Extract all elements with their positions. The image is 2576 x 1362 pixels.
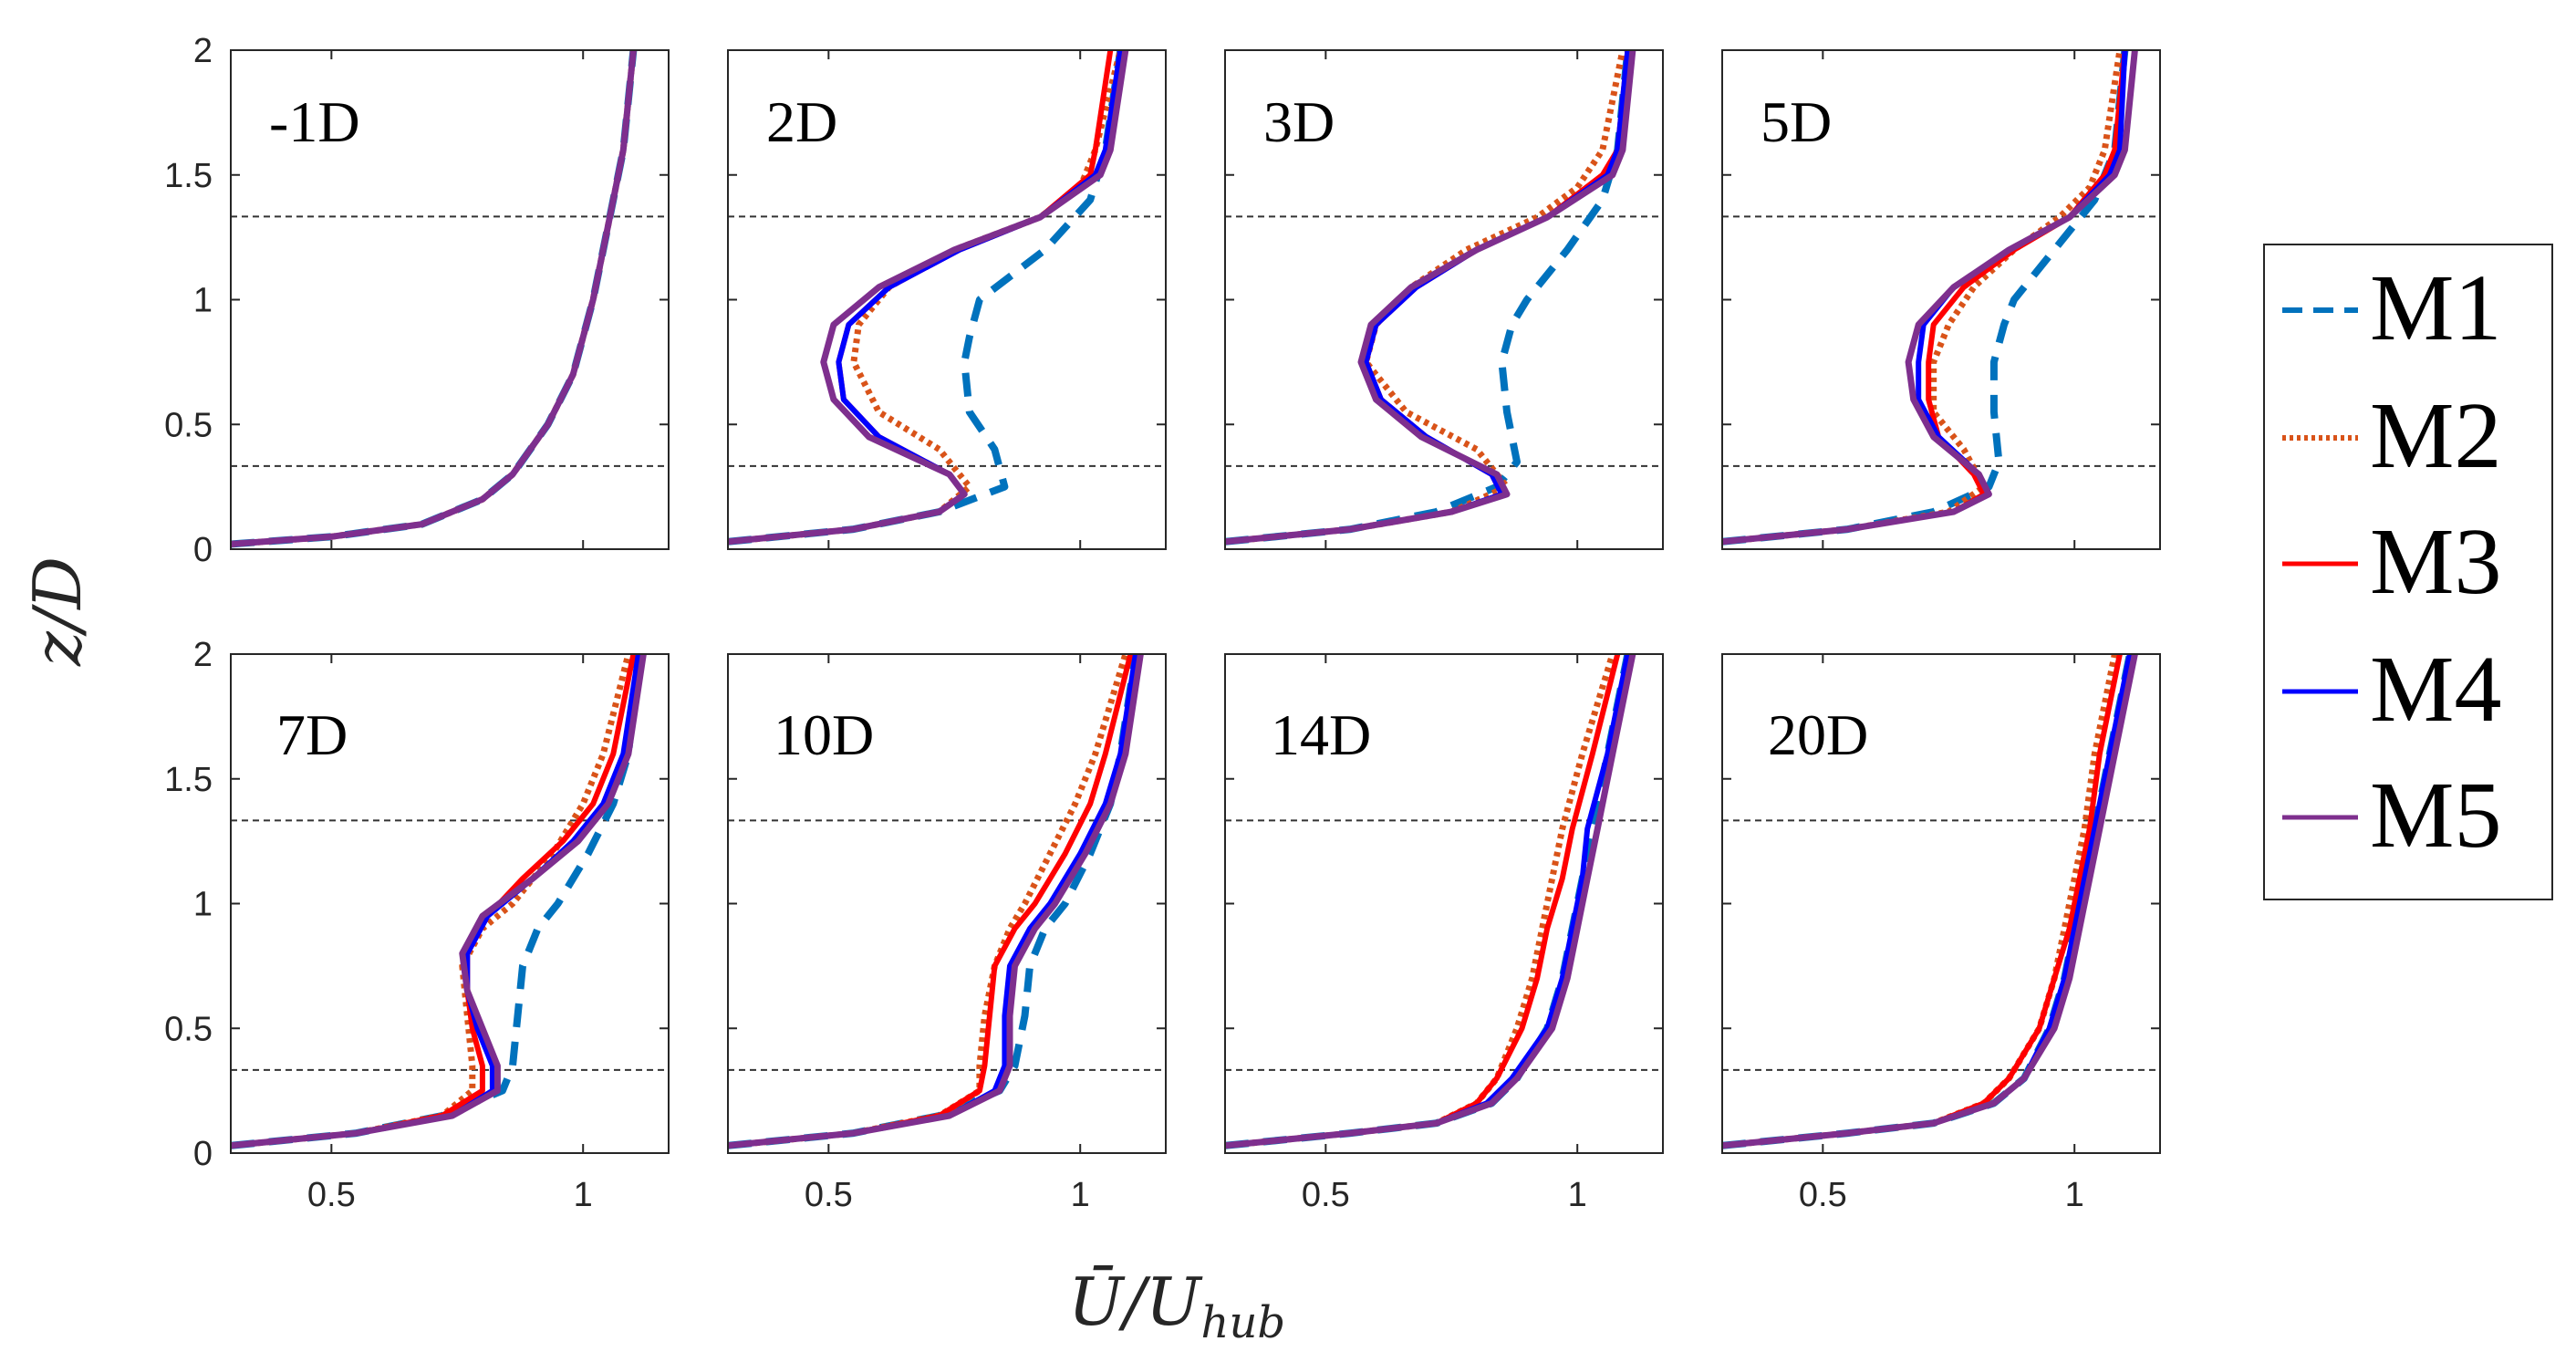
legend-entry-m5: M5 — [2282, 763, 2501, 868]
panel-label: 10D — [774, 702, 874, 767]
panel-label: 5D — [1761, 89, 1832, 154]
legend-entry-m2: M2 — [2282, 383, 2501, 488]
series-m5 — [728, 654, 1144, 1149]
series-m5 — [1225, 50, 1636, 546]
series-m5 — [231, 654, 647, 1149]
y-tick-label: 2 — [193, 636, 213, 674]
y-axis-label: z/D — [19, 556, 96, 667]
panel-label: -1D — [269, 89, 360, 154]
panel-label: 2D — [766, 89, 837, 154]
x-tick-label: 1 — [1568, 1176, 1587, 1214]
series-m5 — [1225, 654, 1636, 1149]
legend-entry-m1: M1 — [2282, 255, 2501, 360]
x-tick-label: 1 — [1071, 1176, 1090, 1214]
series-m5 — [728, 50, 1129, 546]
legend-label-m3: M3 — [2370, 509, 2501, 614]
legend-label-m2: M2 — [2370, 383, 2501, 488]
x-tick-label: 0.5 — [805, 1176, 853, 1214]
panel-label: 20D — [1768, 702, 1868, 767]
panel-3d: 3D — [1224, 49, 1664, 550]
legend-label-m1: M1 — [2370, 255, 2501, 360]
x-tick-label: 0.5 — [1799, 1176, 1847, 1214]
y-tick-label: 1 — [193, 282, 213, 320]
panel-10d: 0.5 1 10D — [727, 653, 1167, 1214]
y-tick-label: 2 — [193, 32, 213, 70]
y-tick-label: 1 — [193, 886, 213, 924]
series-m5 — [231, 50, 637, 547]
x-tick-label: 0.5 — [307, 1176, 356, 1214]
panel-label: 3D — [1263, 89, 1335, 154]
legend-entry-m4: M4 — [2282, 637, 2501, 742]
y-tick-label: 1.5 — [164, 761, 213, 799]
legend-label-m4: M4 — [2370, 637, 2501, 742]
y-tick-label: 0 — [193, 531, 213, 569]
series-m5 — [1722, 654, 2138, 1149]
legend-label-m5: M5 — [2370, 763, 2501, 868]
legend-entry-m3: M3 — [2282, 509, 2501, 614]
x-tick-label: 1 — [574, 1176, 593, 1214]
panels: 0 0.5 1 1.5 2 -1D 2D 3D 5D 0 0.5 1 1.5 2 0.5 1 7D 0.5 1 10D… — [164, 32, 2161, 1214]
y-tick-label: 0 — [193, 1135, 213, 1173]
panel-2d: 2D — [727, 49, 1167, 550]
panel-20d: 0.5 1 20D — [1721, 653, 2161, 1214]
legend: M1 M2 M3 M4 M5 — [2263, 244, 2553, 900]
y-tick-label: 0.5 — [164, 1010, 213, 1048]
x-tick-label: 1 — [2065, 1176, 2084, 1214]
x-tick-label: 0.5 — [1302, 1176, 1350, 1214]
panel-5d: 5D — [1721, 49, 2161, 550]
panel-7d: 0 0.5 1 1.5 2 0.5 1 7D — [164, 636, 670, 1214]
series-m2 — [1722, 50, 2124, 546]
series-m5 — [1722, 50, 2138, 546]
panel-m1d: 0 0.5 1 1.5 2 -1D — [164, 32, 670, 569]
y-tick-label: 1.5 — [164, 157, 213, 195]
panel-label: 7D — [276, 702, 348, 767]
y-tick-label: 0.5 — [164, 406, 213, 444]
panel-14d: 0.5 1 14D — [1224, 653, 1664, 1214]
panel-label: 14D — [1271, 702, 1371, 767]
x-axis-label: Ū/Uhub — [1068, 1263, 1285, 1348]
legend-box — [2263, 244, 2553, 900]
